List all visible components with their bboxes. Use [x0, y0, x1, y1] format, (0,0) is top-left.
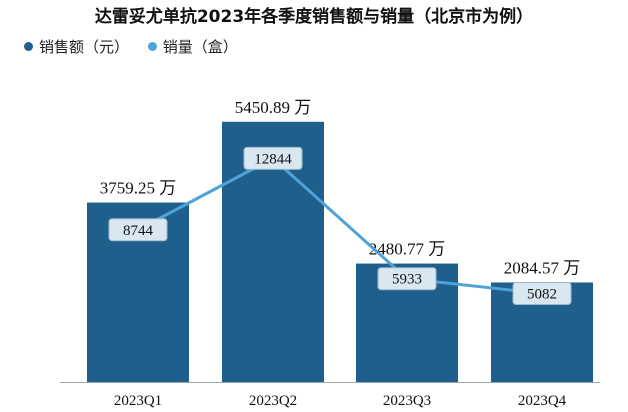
x-tick-2023q2: 2023Q2	[249, 393, 297, 409]
legend-label-volume: 销量（盒）	[162, 38, 238, 56]
point-value-label-2023q1: 8744	[123, 223, 154, 239]
chart-title: 达雷妥尤单抗2023年各季度销售额与销量（北京市为例）	[94, 7, 534, 27]
legend: 销售额（元） 销量（盒）	[24, 36, 252, 57]
legend-item-volume: 销量（盒）	[147, 36, 238, 57]
legend-marker-sales	[24, 42, 33, 51]
x-tick-2023q4: 2023Q4	[518, 393, 567, 409]
x-tick-2023q3: 2023Q3	[383, 393, 431, 409]
bar-value-label-2023q3: 2480.77 万	[369, 240, 446, 259]
point-label-box-2023q2	[243, 146, 303, 170]
point-label-box-2023q3	[377, 267, 437, 291]
legend-label-sales: 销售额（元）	[39, 38, 130, 56]
bar-value-label-2023q1: 3759.25 万	[100, 179, 177, 198]
point-label-box-2023q4	[512, 282, 572, 306]
point-value-label-2023q4: 5082	[527, 287, 557, 303]
bar-value-label-2023q4: 2084.57 万	[504, 258, 581, 277]
legend-marker-volume	[147, 42, 157, 51]
point-value-label-2023q3: 5933	[392, 272, 422, 288]
x-tick-2023q1: 2023Q1	[114, 393, 162, 409]
bar-value-label-2023q2: 5450.89 万	[235, 98, 312, 117]
point-label-box-2023q1	[108, 218, 168, 242]
point-value-label-2023q2: 12844	[254, 151, 292, 167]
volume-line	[137, 156, 543, 296]
legend-item-sales: 销售额（元）	[24, 36, 129, 57]
